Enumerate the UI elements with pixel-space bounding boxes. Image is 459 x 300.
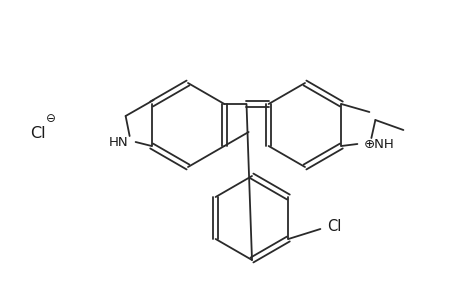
Text: Cl: Cl bbox=[30, 125, 46, 140]
Text: HN: HN bbox=[109, 136, 128, 149]
Text: ⊕NH: ⊕NH bbox=[363, 137, 394, 151]
Text: Cl: Cl bbox=[326, 220, 341, 235]
Text: ⊖: ⊖ bbox=[46, 112, 56, 124]
